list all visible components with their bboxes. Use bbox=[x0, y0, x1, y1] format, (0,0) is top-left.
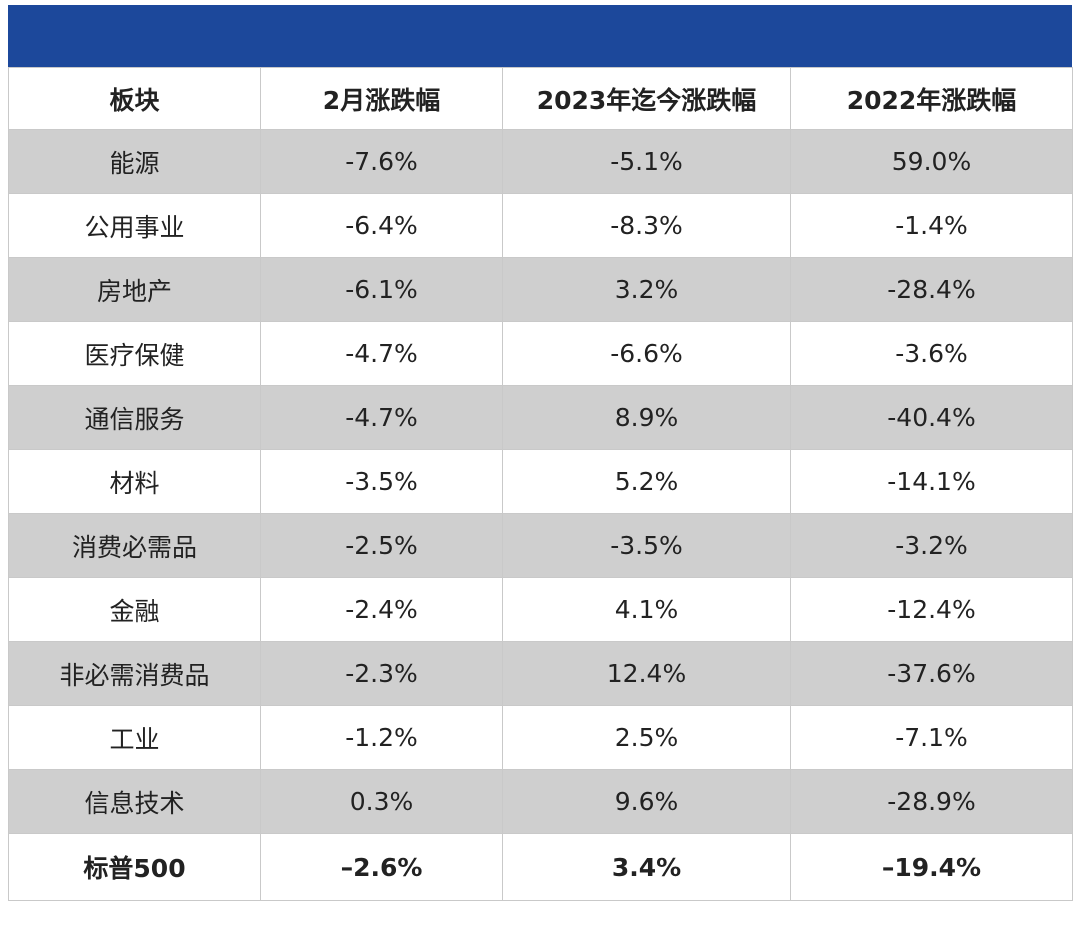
feb-change-cell: 0.3% bbox=[260, 769, 503, 834]
sector-cell: 工业 bbox=[8, 705, 261, 770]
year-2022-cell: -1.4% bbox=[790, 193, 1073, 258]
sector-cell: 能源 bbox=[8, 129, 261, 194]
table-row: 信息技术 0.3% 9.6% -28.9% bbox=[8, 769, 1073, 834]
feb-change-cell: -2.5% bbox=[260, 513, 503, 578]
year-2022-cell: -3.6% bbox=[790, 321, 1073, 386]
feb-change-cell: -7.6% bbox=[260, 129, 503, 194]
table-row: 消费必需品 -2.5% -3.5% -3.2% bbox=[8, 513, 1073, 578]
ytd-2023-cell: 12.4% bbox=[502, 641, 791, 706]
year-2022-cell: 59.0% bbox=[790, 129, 1073, 194]
table-row: 材料 -3.5% 5.2% -14.1% bbox=[8, 449, 1073, 514]
year-2022-cell: -14.1% bbox=[790, 449, 1073, 514]
sector-cell: 通信服务 bbox=[8, 385, 261, 450]
ytd-2023-cell: 2.5% bbox=[502, 705, 791, 770]
ytd-2023-cell: -5.1% bbox=[502, 129, 791, 194]
table-header-row: 板块 2月涨跌幅 2023年迄今涨跌幅 2022年涨跌幅 bbox=[8, 67, 1073, 130]
ytd-2023-cell: 8.9% bbox=[502, 385, 791, 450]
feb-change-cell: -4.7% bbox=[260, 385, 503, 450]
year-2022-cell: -28.4% bbox=[790, 257, 1073, 322]
year-2022-cell: -37.6% bbox=[790, 641, 1073, 706]
table-row: 房地产 -6.1% 3.2% -28.4% bbox=[8, 257, 1073, 322]
feb-change-cell: -6.1% bbox=[260, 257, 503, 322]
sector-cell: 材料 bbox=[8, 449, 261, 514]
year-2022-cell: -40.4% bbox=[790, 385, 1073, 450]
year-2022-cell: -3.2% bbox=[790, 513, 1073, 578]
ytd-2023-cell: -8.3% bbox=[502, 193, 791, 258]
feb-change-cell: -4.7% bbox=[260, 321, 503, 386]
column-header-2022-change: 2022年涨跌幅 bbox=[790, 67, 1073, 130]
sector-cell: 信息技术 bbox=[8, 769, 261, 834]
sector-cell: 房地产 bbox=[8, 257, 261, 322]
table-row: 金融 -2.4% 4.1% -12.4% bbox=[8, 577, 1073, 642]
sector-performance-table: 板块 2月涨跌幅 2023年迄今涨跌幅 2022年涨跌幅 能源 -7.6% -5… bbox=[8, 67, 1073, 901]
sector-cell: 非必需消费品 bbox=[8, 641, 261, 706]
ytd-2023-cell: 5.2% bbox=[502, 449, 791, 514]
feb-change-cell: -6.4% bbox=[260, 193, 503, 258]
total-2022-cell: –19.4% bbox=[790, 833, 1073, 901]
feb-change-cell: -2.3% bbox=[260, 641, 503, 706]
ytd-2023-cell: 9.6% bbox=[502, 769, 791, 834]
column-header-feb-change: 2月涨跌幅 bbox=[260, 67, 503, 130]
column-header-ytd-2023-change: 2023年迄今涨跌幅 bbox=[502, 67, 791, 130]
total-ytd-2023-cell: 3.4% bbox=[502, 833, 791, 901]
table-row: 医疗保健 -4.7% -6.6% -3.6% bbox=[8, 321, 1073, 386]
total-sector-cell: 标普500 bbox=[8, 833, 261, 901]
table-row: 公用事业 -6.4% -8.3% -1.4% bbox=[8, 193, 1073, 258]
ytd-2023-cell: -6.6% bbox=[502, 321, 791, 386]
ytd-2023-cell: -3.5% bbox=[502, 513, 791, 578]
ytd-2023-cell: 3.2% bbox=[502, 257, 791, 322]
sector-cell: 医疗保健 bbox=[8, 321, 261, 386]
column-header-sector: 板块 bbox=[8, 67, 261, 130]
year-2022-cell: -12.4% bbox=[790, 577, 1073, 642]
feb-change-cell: -1.2% bbox=[260, 705, 503, 770]
table-row: 非必需消费品 -2.3% 12.4% -37.6% bbox=[8, 641, 1073, 706]
header-banner bbox=[8, 5, 1072, 67]
sector-cell: 消费必需品 bbox=[8, 513, 261, 578]
table-row: 工业 -1.2% 2.5% -7.1% bbox=[8, 705, 1073, 770]
total-feb-change-cell: –2.6% bbox=[260, 833, 503, 901]
sector-cell: 金融 bbox=[8, 577, 261, 642]
year-2022-cell: -7.1% bbox=[790, 705, 1073, 770]
sector-cell: 公用事业 bbox=[8, 193, 261, 258]
table-row: 能源 -7.6% -5.1% 59.0% bbox=[8, 129, 1073, 194]
feb-change-cell: -2.4% bbox=[260, 577, 503, 642]
table-row: 通信服务 -4.7% 8.9% -40.4% bbox=[8, 385, 1073, 450]
ytd-2023-cell: 4.1% bbox=[502, 577, 791, 642]
year-2022-cell: -28.9% bbox=[790, 769, 1073, 834]
feb-change-cell: -3.5% bbox=[260, 449, 503, 514]
total-row: 标普500 –2.6% 3.4% –19.4% bbox=[8, 833, 1073, 901]
